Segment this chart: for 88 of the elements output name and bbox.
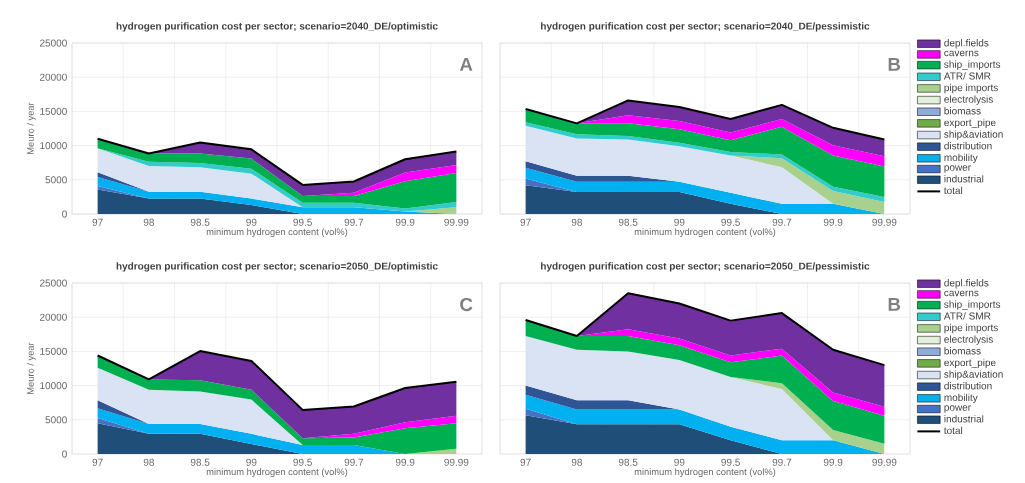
- legend-label: pipe imports: [944, 83, 998, 94]
- legend-label: ship&aviation: [944, 130, 1003, 140]
- legend-label: export_pipe: [944, 118, 996, 129]
- x-axis-title: minimum hydrogen content (vol%): [206, 228, 348, 237]
- legend-label: depl.fields: [944, 39, 989, 49]
- legend-label: ATR/ SMR: [943, 312, 991, 320]
- legend-label: industrial: [944, 175, 984, 183]
- legend-label: ATR/ SMR: [943, 72, 991, 80]
- x-tick-label: 99.5: [721, 458, 740, 466]
- legend-label: industrial: [944, 415, 984, 423]
- x-tick-label: 99.7: [772, 218, 792, 226]
- x-tick-label: 98.5: [618, 458, 638, 466]
- legend-label: power: [944, 165, 971, 173]
- x-tick-label: 98: [143, 218, 154, 226]
- legend-label: total: [943, 426, 963, 435]
- legend-label: electrolysis: [944, 335, 993, 345]
- x-tick-label: 99.7: [344, 218, 364, 226]
- legend-label: power: [944, 405, 971, 413]
- x-tick-label: 99.5: [721, 218, 740, 226]
- x-tick-label: 98: [571, 458, 582, 466]
- x-tick-label: 99.9: [395, 458, 415, 466]
- x-tick-label: 97: [520, 458, 531, 466]
- chart-title: hydrogen purification cost per sector; scenario=2050_DE/optimistic: [116, 262, 438, 272]
- x-tick-label: 99: [674, 458, 685, 466]
- legend-label: caverns: [944, 50, 979, 57]
- y-axis-title: Meuro / year: [26, 342, 36, 394]
- x-tick-label: 99: [246, 218, 257, 226]
- x-tick-label: 99.5: [293, 458, 312, 466]
- annotation: A: [459, 57, 473, 71]
- x-tick-label: 99.99: [872, 218, 897, 226]
- legend-label: ship_imports: [944, 300, 1001, 310]
- legend-label: ship_imports: [944, 60, 1001, 70]
- line-series: [96, 350, 458, 411]
- annotation: B: [888, 297, 901, 311]
- x-tick-label: 99.5: [293, 218, 312, 226]
- x-tick-label: 99.9: [395, 218, 415, 226]
- chart-title: hydrogen purification cost per sector; scenario=2050_DE/pessimistic: [541, 262, 870, 272]
- legend-label: caverns: [944, 290, 979, 297]
- legend-label: pipe imports: [944, 323, 998, 334]
- legend-label: mobility: [944, 393, 978, 404]
- x-tick-label: 98.5: [618, 218, 638, 226]
- y-tick-label: 10000: [40, 142, 67, 150]
- x-axis-title: minimum hydrogen content (vol%): [634, 468, 776, 477]
- chart-title: hydrogen purification cost per sector; scenario=2040_DE/optimistic: [116, 22, 438, 32]
- y-tick-label: 15000: [40, 107, 67, 115]
- x-tick-label: 99.9: [823, 218, 843, 226]
- x-tick-label: 98: [571, 218, 582, 226]
- y-tick-label: 15000: [40, 347, 67, 355]
- x-tick-label: 98.5: [190, 458, 210, 466]
- legend-label: distribution: [944, 142, 992, 150]
- legend-label: depl.fields: [944, 279, 989, 289]
- y-tick-label: 5000: [45, 416, 67, 424]
- x-tick-label: 99.99: [444, 458, 469, 466]
- legend-label: total: [943, 186, 963, 195]
- x-axis-title: minimum hydrogen content (vol%): [634, 228, 776, 237]
- y-tick-label: 20000: [39, 73, 67, 81]
- annotation: B: [888, 57, 901, 71]
- line-series: [96, 137, 458, 186]
- x-tick-label: 99.99: [444, 218, 469, 226]
- x-axis-title: minimum hydrogen content (vol%): [206, 468, 348, 477]
- x-tick-label: 99: [246, 458, 257, 466]
- x-tick-label: 98.5: [190, 218, 210, 226]
- legend-label: biomass: [944, 107, 981, 115]
- chart-title: hydrogen purification cost per sector; scenario=2040_DE/pessimistic: [541, 22, 870, 32]
- y-tick-label: 5000: [45, 176, 67, 184]
- y-tick-label: 20000: [39, 313, 67, 321]
- y-tick-label: 0: [62, 210, 67, 218]
- y-tick-label: 10000: [40, 382, 67, 390]
- x-tick-label: 99.7: [344, 458, 364, 466]
- y-tick-label: 25000: [39, 279, 67, 287]
- legend-label: electrolysis: [944, 95, 993, 105]
- x-tick-label: 99: [674, 218, 685, 226]
- legend-label: mobility: [944, 153, 978, 164]
- x-tick-label: 99.7: [772, 458, 792, 466]
- x-tick-label: 99.99: [872, 458, 897, 466]
- x-tick-label: 97: [92, 218, 103, 226]
- y-tick-label: 25000: [39, 39, 67, 47]
- legend-label: ship&aviation: [944, 370, 1003, 380]
- legend-label: distribution: [944, 382, 992, 390]
- y-tick-label: 0: [62, 450, 67, 458]
- x-tick-label: 99.9: [823, 458, 843, 466]
- legend-label: export_pipe: [944, 358, 996, 369]
- y-axis-title: Meuro / year: [26, 102, 36, 154]
- legend-label: biomass: [944, 347, 981, 355]
- annotation: C: [460, 297, 473, 312]
- x-tick-label: 97: [92, 458, 103, 466]
- x-tick-label: 97: [520, 218, 531, 226]
- x-tick-label: 98: [143, 458, 154, 466]
